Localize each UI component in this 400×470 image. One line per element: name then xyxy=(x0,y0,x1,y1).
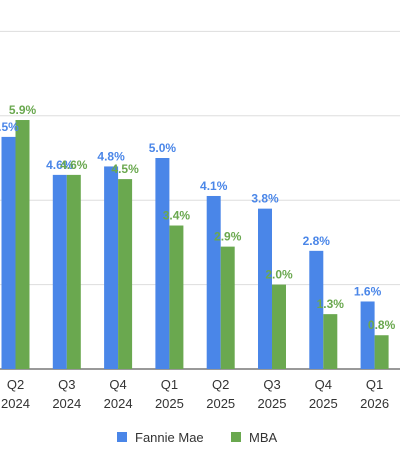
x-tick-year: 2024 xyxy=(1,396,30,411)
x-tick-year: 2024 xyxy=(52,396,81,411)
data-label-fannie-mae: 4.8% xyxy=(97,149,125,163)
data-label-mba: 3.4% xyxy=(163,209,191,223)
bar-fannie-mae xyxy=(360,301,375,369)
bar-mba xyxy=(169,225,184,369)
data-label-mba: 0.8% xyxy=(368,318,396,332)
data-label-mba: 5.9% xyxy=(9,103,37,117)
data-label-fannie-mae: 5.0% xyxy=(149,141,177,155)
legend-label-fannie-mae: Fannie Mae xyxy=(135,430,204,445)
x-tick-year: 2025 xyxy=(258,396,287,411)
bar-mba xyxy=(118,179,133,369)
x-tick-quarter: Q4 xyxy=(315,377,332,392)
x-tick-year: 2026 xyxy=(360,396,389,411)
data-label-mba: 2.0% xyxy=(265,268,293,282)
bars xyxy=(1,120,389,370)
data-label-fannie-mae: 4.6% xyxy=(46,158,74,172)
data-label-mba: 2.9% xyxy=(214,230,242,244)
data-label-fannie-mae: 2.8% xyxy=(303,234,331,248)
bar-fannie-mae xyxy=(104,166,119,369)
bar-mba xyxy=(66,174,81,369)
x-tick-quarter: Q3 xyxy=(263,377,280,392)
data-label-mba: 4.6% xyxy=(60,158,88,172)
x-tick-quarter: Q2 xyxy=(212,377,229,392)
x-tick-year: 2025 xyxy=(309,396,338,411)
legend: Fannie Mae MBA xyxy=(117,430,278,445)
bar-mba xyxy=(220,246,235,369)
data-labels: .5% 4.6% 4.8% 5.0% 4.1% 3.8% 2.8% 1.6% 5.9% 4.6% 4… xyxy=(0,103,396,332)
legend-swatch-mba xyxy=(231,432,241,442)
bar-fannie-mae xyxy=(52,174,67,369)
bar-fannie-mae xyxy=(206,195,221,369)
x-tick-quarter: Q2 xyxy=(7,377,24,392)
data-label-fannie-mae: 4.1% xyxy=(200,179,228,193)
x-tick-quarter: Q1 xyxy=(161,377,178,392)
x-tick-year: 2024 xyxy=(104,396,133,411)
x-tick-year: 2025 xyxy=(155,396,184,411)
bar-mba xyxy=(272,284,286,369)
x-tick-quarter: Q4 xyxy=(109,377,126,392)
bar-mba xyxy=(323,314,338,369)
data-label-fannie-mae: .5% xyxy=(0,120,19,134)
data-label-fannie-mae: 3.8% xyxy=(251,192,279,206)
bar-fannie-mae xyxy=(309,250,324,369)
bar-mba xyxy=(374,335,389,369)
legend-swatch-fannie-mae xyxy=(117,432,127,442)
legend-label-mba: MBA xyxy=(249,430,278,445)
bar-mba xyxy=(15,120,30,370)
bar-fannie-mae xyxy=(155,158,170,369)
data-label-mba: 1.3% xyxy=(317,297,345,311)
x-axis-ticks: Q2 2024 Q3 2024 Q4 2024 Q1 2025 Q2 2025 Q3 2025 Q4 20… xyxy=(1,377,389,411)
bar-fannie-mae xyxy=(1,136,16,369)
data-label-mba: 4.5% xyxy=(111,162,139,176)
x-tick-year: 2025 xyxy=(206,396,235,411)
data-label-fannie-mae: 1.6% xyxy=(354,284,382,298)
x-tick-quarter: Q3 xyxy=(58,377,75,392)
bar-fannie-mae xyxy=(258,208,272,369)
x-tick-quarter: Q1 xyxy=(366,377,383,392)
